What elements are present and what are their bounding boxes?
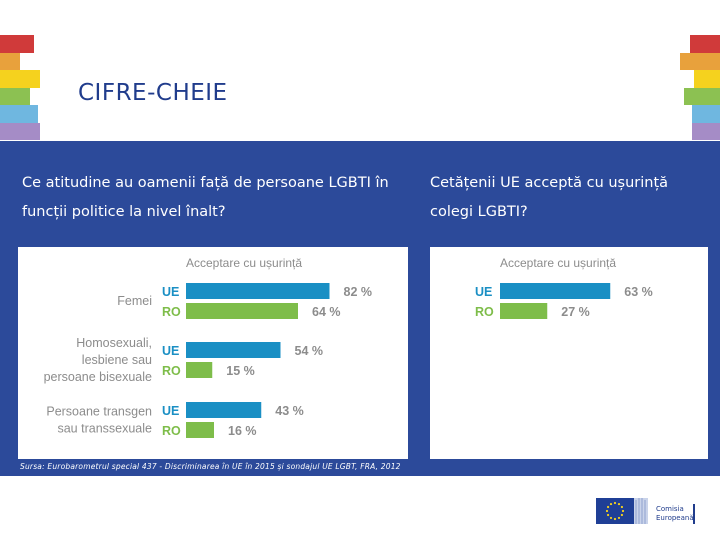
stripe-purple: [692, 122, 720, 140]
eu-flag-icon: [596, 498, 634, 524]
series-label-ue: UE: [162, 285, 179, 299]
bar-ue: [186, 402, 262, 418]
bar-ue: [500, 283, 611, 299]
value-label: 64 %: [312, 305, 341, 319]
chart-title: Acceptare cu ușurință: [500, 256, 616, 270]
value-label: 27 %: [561, 305, 590, 319]
logo-text: Comisia Europeană: [656, 505, 696, 523]
stripe-blue: [692, 105, 720, 123]
stripe-green: [0, 87, 30, 105]
flag-star: [609, 516, 613, 520]
category-label: Homosexuali,: [76, 336, 152, 350]
berlaymont-icon: [634, 494, 648, 524]
right-question: Cetățenii UE acceptă cu ușurință colegi …: [430, 175, 669, 220]
value-label: 82 %: [344, 285, 373, 299]
flag-star: [617, 516, 621, 520]
stripe-orange: [0, 52, 20, 70]
series-label-ue: UE: [162, 344, 179, 358]
chart-politics: Acceptare cu ușurință Femei UE 82 % RO 64 % Ho…: [44, 256, 373, 438]
stripe-blue: [0, 105, 38, 123]
series-label-ro: RO: [162, 305, 181, 319]
chart-colleagues: Acceptare cu ușurință UE 63 % RO 27 %: [475, 256, 653, 319]
category-label: Femei: [117, 294, 152, 308]
category-label: lesbiene sau: [82, 353, 152, 367]
flag-star: [605, 509, 609, 513]
flag-star: [613, 501, 617, 505]
flag-star: [609, 502, 613, 506]
page-title: CIFRE-CHEIE: [78, 80, 228, 106]
source-note: Sursa: Eurobarometrul special 437 - Disc…: [20, 462, 401, 471]
bar-ro: [186, 303, 298, 319]
series-label-ue: UE: [475, 285, 492, 299]
european-commission-logo: Comisia Europeană: [596, 494, 701, 526]
flag-star: [617, 502, 621, 506]
stripe-yellow: [0, 70, 40, 88]
series-label-ro: RO: [162, 424, 181, 438]
series-label-ro: RO: [162, 364, 181, 378]
series-label-ue: UE: [162, 404, 179, 418]
logo-line-1: Comisia: [656, 505, 684, 513]
stripe-green: [684, 87, 720, 105]
stripe-purple: [0, 122, 40, 140]
value-label: 63 %: [624, 285, 653, 299]
bar-ro: [500, 303, 548, 319]
logo-line-2: Europeană: [656, 514, 694, 522]
rainbow-stripes-right: [680, 35, 720, 140]
left-question: Ce atitudine au oamenii față de persoane…: [22, 175, 389, 220]
stripe-orange: [680, 52, 720, 70]
value-label: 15 %: [226, 364, 255, 378]
series-label-ro: RO: [475, 305, 494, 319]
flag-star: [606, 513, 610, 517]
bar-ue: [186, 283, 330, 299]
rainbow-stripes-left: [0, 35, 40, 140]
stripe-red: [690, 35, 720, 53]
flag-star: [606, 505, 610, 509]
flag-star: [620, 505, 624, 509]
value-label: 54 %: [295, 344, 324, 358]
bar-ro: [186, 362, 213, 378]
bar-ue: [186, 342, 281, 358]
chart-title: Acceptare cu ușurință: [186, 256, 302, 270]
stripe-red: [0, 35, 34, 53]
value-label: 16 %: [228, 424, 257, 438]
flag-star: [620, 513, 624, 517]
category-label: persoane bisexuale: [44, 370, 152, 384]
category-label: sau transsexuale: [57, 422, 152, 436]
chart-panel-colleagues: Acceptare cu ușurință UE 63 % RO 27 %: [430, 247, 708, 459]
value-label: 43 %: [275, 404, 304, 418]
stripe-yellow: [694, 70, 720, 88]
flag-star: [621, 509, 625, 513]
logo-divider: [693, 504, 695, 524]
category-label: Persoane transgen: [46, 405, 152, 419]
chart-panel-politics: Acceptare cu ușurință Femei UE 82 % RO 64 % Ho…: [18, 247, 408, 459]
flag-star: [613, 517, 617, 521]
bar-ro: [186, 422, 214, 438]
